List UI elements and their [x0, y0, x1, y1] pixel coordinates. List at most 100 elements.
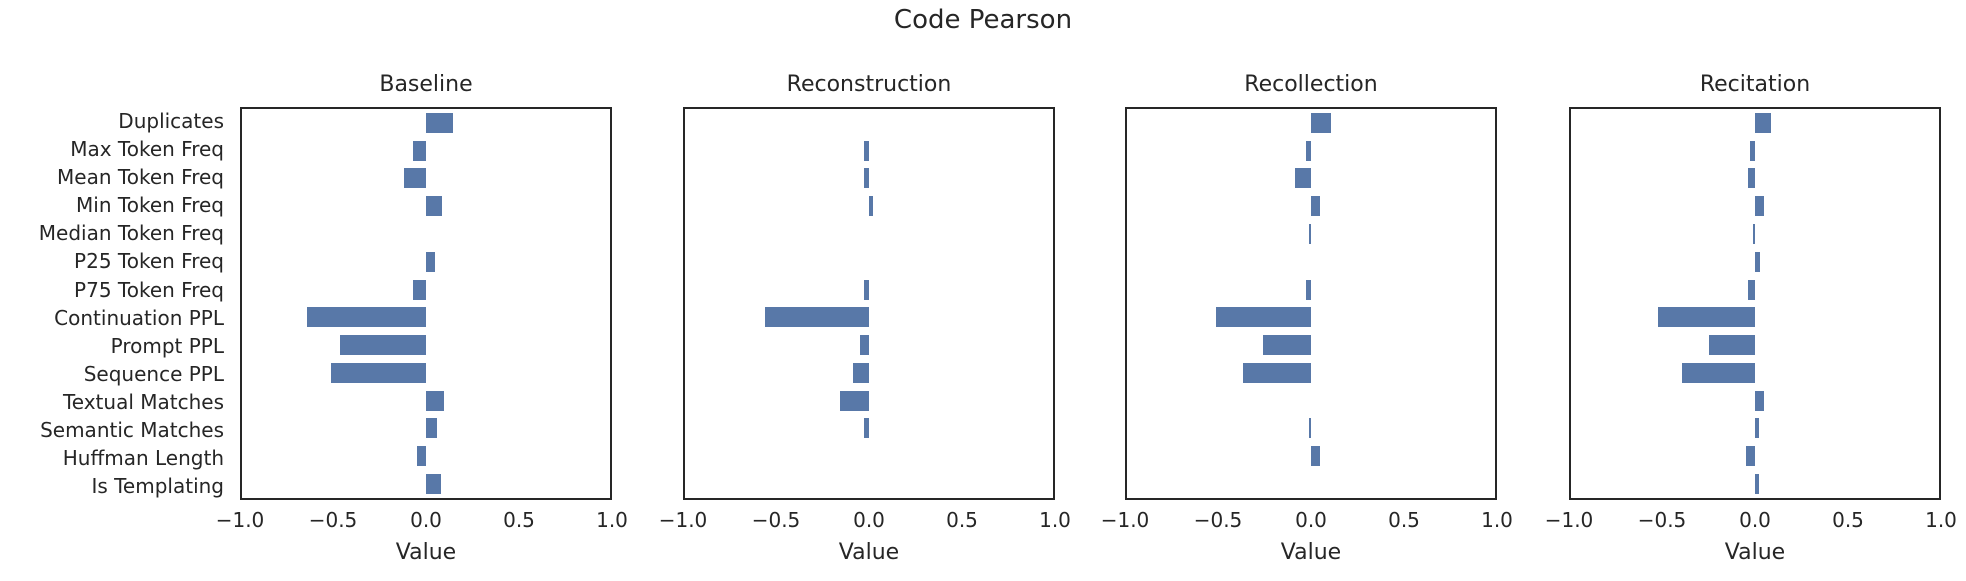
bar-recollection-duplicates	[1311, 112, 1332, 133]
bar-recitation-min-token-freq	[1755, 196, 1765, 217]
row-semantic-matches	[1127, 415, 1495, 443]
x-tick-label: 0.0	[1739, 508, 1771, 532]
x-tick-label: −0.5	[1193, 508, 1243, 532]
row-p25-token-freq	[1571, 248, 1939, 276]
bar-recollection-semantic-matches	[1309, 418, 1311, 439]
bar-recitation-median-token-freq	[1753, 224, 1755, 245]
row-p25-token-freq	[242, 248, 610, 276]
x-axis-label-baseline: Value	[395, 540, 457, 565]
bar-recollection-median-token-freq	[1309, 224, 1311, 245]
bar-reconstruction-min-token-freq	[869, 196, 873, 217]
bar-reconstruction-max-token-freq	[863, 140, 869, 161]
bar-recollection-sequence-ppl	[1243, 362, 1311, 383]
row-p75-token-freq	[685, 276, 1053, 304]
panel-title-baseline: Baseline	[379, 72, 473, 97]
row-median-token-freq	[685, 220, 1053, 248]
x-tick-label: 1.0	[1925, 508, 1957, 532]
row-p75-token-freq	[1127, 276, 1495, 304]
chart-title: Code Pearson	[893, 5, 1073, 35]
row-min-token-freq	[1127, 192, 1495, 220]
y-tick-label-p75-token-freq: P75 Token Freq	[74, 277, 224, 302]
y-tick-label-max-token-freq: Max Token Freq	[70, 137, 224, 162]
row-duplicates	[242, 109, 610, 137]
row-huffman-length	[1127, 442, 1495, 470]
x-axis-label-reconstruction: Value	[838, 540, 900, 565]
row-median-token-freq	[242, 220, 610, 248]
row-sequence-ppl	[242, 359, 610, 387]
row-textual-matches	[685, 387, 1053, 415]
bar-baseline-semantic-matches	[426, 418, 437, 439]
x-axis-label-recollection: Value	[1280, 540, 1342, 565]
row-duplicates	[1127, 109, 1495, 137]
bar-reconstruction-p75-token-freq	[863, 279, 869, 300]
x-tick-label: −0.5	[1637, 508, 1687, 532]
x-tick-label: 0.5	[1388, 508, 1420, 532]
y-axis-tick-labels: Duplicates Max Token Freq Mean Token Freq M…	[0, 107, 232, 500]
bar-reconstruction-prompt-ppl	[859, 335, 869, 356]
bar-baseline-duplicates	[426, 112, 454, 133]
row-max-token-freq	[242, 137, 610, 165]
bar-reconstruction-textual-matches	[839, 390, 869, 411]
row-p75-token-freq	[242, 276, 610, 304]
bar-recollection-prompt-ppl	[1263, 335, 1311, 356]
row-prompt-ppl	[1571, 331, 1939, 359]
x-tick-label: 1.0	[1039, 508, 1071, 532]
row-continuation-ppl	[685, 303, 1053, 331]
row-sequence-ppl	[1571, 359, 1939, 387]
axes-frame-baseline	[240, 107, 612, 500]
bar-baseline-min-token-freq	[426, 196, 443, 217]
x-tick-label: 0.0	[1295, 508, 1327, 532]
row-continuation-ppl	[1571, 303, 1939, 331]
bar-baseline-textual-matches	[426, 390, 445, 411]
x-tick-label: −0.5	[751, 508, 801, 532]
bar-recollection-huffman-length	[1311, 446, 1321, 467]
row-huffman-length	[242, 442, 610, 470]
bar-reconstruction-mean-token-freq	[863, 168, 869, 189]
bar-baseline-mean-token-freq	[404, 168, 426, 189]
y-tick-label-median-token-freq: Median Token Freq	[38, 221, 224, 246]
x-axis-ticks-reconstruction: −1.0 −0.5 0.0 0.5 1.0	[659, 508, 1071, 534]
panel-title-recitation: Recitation	[1699, 72, 1811, 97]
bar-baseline-is-templating	[426, 474, 441, 495]
x-axis-ticks-recollection: −1.0 −0.5 0.0 0.5 1.0	[1101, 508, 1513, 534]
axes-frame-reconstruction	[683, 107, 1055, 500]
row-prompt-ppl	[685, 331, 1053, 359]
row-p25-token-freq	[1127, 248, 1495, 276]
row-semantic-matches	[1571, 415, 1939, 443]
row-textual-matches	[1127, 387, 1495, 415]
row-continuation-ppl	[242, 303, 610, 331]
row-max-token-freq	[685, 137, 1053, 165]
x-tick-label: 0.5	[503, 508, 535, 532]
row-semantic-matches	[242, 415, 610, 443]
row-median-token-freq	[1127, 220, 1495, 248]
bar-reconstruction-sequence-ppl	[852, 362, 869, 383]
bar-baseline-huffman-length	[416, 446, 426, 467]
x-axis-ticks-baseline: −1.0 −0.5 0.0 0.5 1.0	[216, 508, 628, 534]
axes-frame-recollection	[1125, 107, 1497, 500]
x-axis-label-recitation: Value	[1724, 540, 1786, 565]
row-sequence-ppl	[1127, 359, 1495, 387]
row-mean-token-freq	[1571, 165, 1939, 193]
row-huffman-length	[1571, 442, 1939, 470]
row-p75-token-freq	[1571, 276, 1939, 304]
bar-recitation-continuation-ppl	[1658, 307, 1755, 328]
bar-recollection-mean-token-freq	[1294, 168, 1311, 189]
row-prompt-ppl	[242, 331, 610, 359]
row-is-templating	[242, 470, 610, 498]
y-tick-label-semantic-matches: Semantic Matches	[40, 417, 224, 442]
bar-recitation-prompt-ppl	[1709, 335, 1755, 356]
bar-recitation-textual-matches	[1755, 390, 1765, 411]
row-median-token-freq	[1571, 220, 1939, 248]
bar-recitation-mean-token-freq	[1747, 168, 1755, 189]
row-p25-token-freq	[685, 248, 1053, 276]
row-min-token-freq	[685, 192, 1053, 220]
bar-baseline-continuation-ppl	[307, 307, 426, 328]
bar-recollection-continuation-ppl	[1215, 307, 1311, 328]
bar-recollection-min-token-freq	[1311, 196, 1321, 217]
row-mean-token-freq	[685, 165, 1053, 193]
x-tick-label: −0.5	[308, 508, 358, 532]
row-is-templating	[1571, 470, 1939, 498]
bar-recitation-duplicates	[1755, 112, 1772, 133]
bar-recollection-p75-token-freq	[1305, 279, 1311, 300]
